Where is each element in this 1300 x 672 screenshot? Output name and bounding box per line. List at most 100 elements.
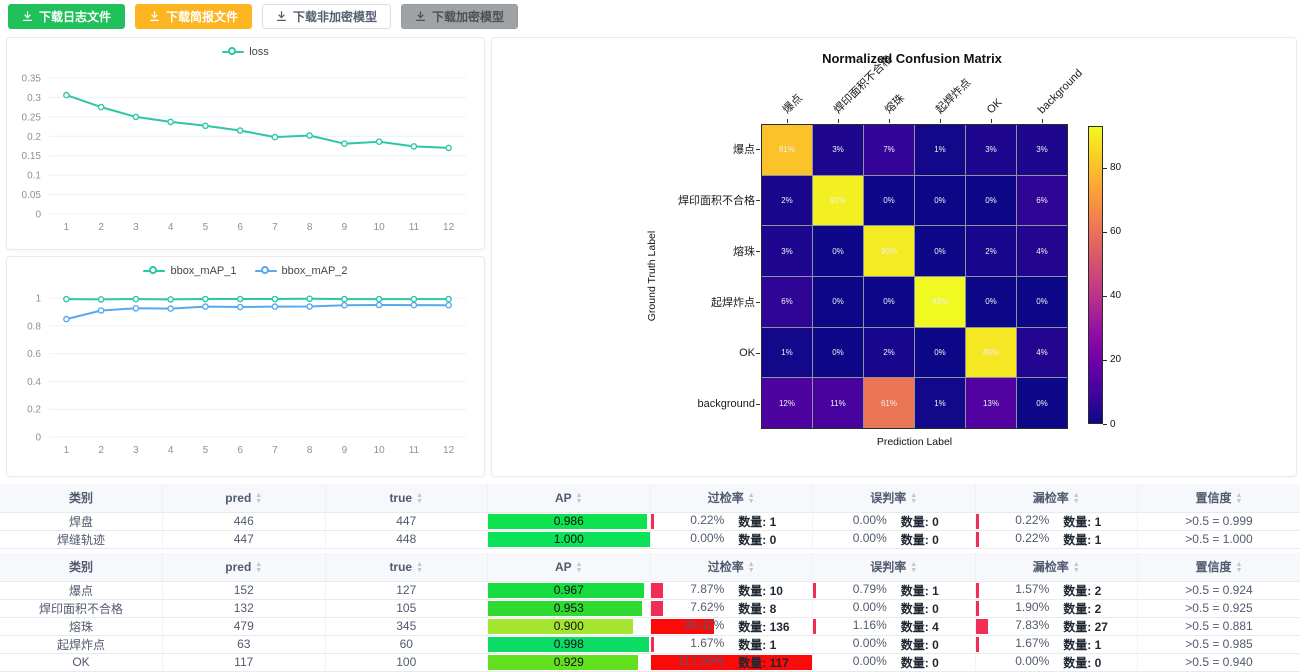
column-header-pred[interactable]: pred▲▼: [163, 484, 326, 512]
sort-carets-icon[interactable]: ▲▼: [576, 562, 583, 574]
sort-carets-icon[interactable]: ▲▼: [1236, 493, 1243, 505]
confidence-cell: >0.5 = 1.000: [1138, 530, 1300, 548]
toolbar: 下载日志文件 下载简报文件 下载非加密模型 下载加密模型: [8, 4, 518, 29]
true-cell: 127: [325, 581, 488, 599]
legend-item-bbox_mAP_1[interactable]: bbox_mAP_1: [143, 265, 236, 277]
download-report-button[interactable]: 下载简报文件: [135, 4, 252, 29]
over-detect-cell: 39.42% 数量: 136: [650, 617, 813, 635]
rate-count: 数量: 1: [738, 513, 812, 530]
rate-percent: 0.00%: [813, 531, 887, 548]
column-header-漏检率[interactable]: 漏检率▲▼: [975, 484, 1138, 512]
svg-text:0: 0: [35, 433, 41, 444]
sort-carets-icon[interactable]: ▲▼: [416, 493, 423, 505]
svg-text:8: 8: [307, 222, 313, 233]
download-encrypted-model-button[interactable]: 下载加密模型: [401, 4, 518, 29]
matrix-cell: 2%: [762, 176, 812, 226]
true-cell: 60: [325, 635, 488, 653]
svg-text:3: 3: [133, 445, 139, 456]
matrix-cell: 3%: [762, 226, 812, 276]
matrix-cell: 0%: [1017, 378, 1067, 428]
column-header-过检率[interactable]: 过检率▲▼: [650, 553, 813, 581]
rate-count: 数量: 1: [901, 582, 975, 599]
column-header-漏检率[interactable]: 漏检率▲▼: [975, 553, 1138, 581]
ap-value: 0.998: [554, 637, 584, 651]
svg-text:0: 0: [35, 210, 41, 221]
rate-count: 数量: 2: [1063, 582, 1137, 599]
matrix-cell: 0%: [915, 328, 965, 378]
svg-text:0.2: 0.2: [27, 405, 41, 416]
miss-detect-cell: 7.83% 数量: 27: [975, 617, 1138, 635]
svg-text:9: 9: [342, 222, 348, 233]
misjudge-cell: 0.00% 数量: 0: [813, 599, 976, 617]
sort-carets-icon[interactable]: ▲▼: [576, 493, 583, 505]
matrix-cell: 4%: [1017, 328, 1067, 378]
sort-carets-icon[interactable]: ▲▼: [910, 562, 917, 574]
rate-percent: 117.00%: [651, 654, 725, 671]
ap-cell: 0.900: [488, 617, 651, 635]
svg-text:0.4: 0.4: [27, 377, 41, 388]
ap-cell: 0.998: [488, 635, 651, 653]
rate-count: 数量: 8: [738, 600, 812, 617]
matrix-cell: 91%: [813, 176, 863, 226]
ap-cell: 1.000: [488, 530, 651, 548]
column-header-过检率[interactable]: 过检率▲▼: [650, 484, 813, 512]
svg-text:0.6: 0.6: [27, 349, 41, 360]
sort-carets-icon[interactable]: ▲▼: [1236, 562, 1243, 574]
sort-carets-icon[interactable]: ▲▼: [1073, 562, 1080, 574]
over-detect-cell: 7.87% 数量: 10: [650, 581, 813, 599]
category-cell: 爆点: [0, 581, 163, 599]
column-header-置信度[interactable]: 置信度▲▼: [1138, 553, 1300, 581]
sort-carets-icon[interactable]: ▲▼: [748, 493, 755, 505]
download-encrypted-model-label: 下载加密模型: [432, 8, 504, 25]
matrix-cell: 90%: [864, 226, 914, 276]
confidence-cell: >0.5 = 0.881: [1138, 617, 1300, 635]
sort-carets-icon[interactable]: ▲▼: [748, 562, 755, 574]
rate-count: 数量: 1: [1063, 531, 1137, 548]
column-header-误判率[interactable]: 误判率▲▼: [813, 553, 976, 581]
svg-text:0.15: 0.15: [22, 151, 42, 162]
column-header-pred[interactable]: pred▲▼: [163, 553, 326, 581]
matrix-cell: 0%: [813, 277, 863, 327]
sort-carets-icon[interactable]: ▲▼: [910, 493, 917, 505]
pred-cell: 479: [163, 617, 326, 635]
column-header-AP[interactable]: AP▲▼: [488, 484, 651, 512]
matrix-cell: 0%: [864, 277, 914, 327]
rate-percent: 0.00%: [813, 513, 887, 530]
download-icon: [22, 11, 33, 22]
column-header-true[interactable]: true▲▼: [325, 484, 488, 512]
legend-label: bbox_mAP_1: [170, 265, 236, 277]
pred-cell: 152: [163, 581, 326, 599]
svg-text:7: 7: [272, 445, 278, 456]
download-log-button[interactable]: 下载日志文件: [8, 4, 125, 29]
over-detect-cell: 0.00% 数量: 0: [650, 530, 813, 548]
matrix-row-label: 熔珠: [495, 243, 755, 259]
rate-percent: 0.22%: [651, 513, 725, 530]
colorbar-tick-label: 20: [1110, 354, 1121, 365]
column-header-误判率[interactable]: 误判率▲▼: [813, 484, 976, 512]
svg-text:4: 4: [168, 222, 174, 233]
svg-text:2: 2: [98, 222, 104, 233]
sort-carets-icon[interactable]: ▲▼: [1073, 493, 1080, 505]
download-icon: [149, 11, 160, 22]
column-header-true[interactable]: true▲▼: [325, 553, 488, 581]
column-header-置信度[interactable]: 置信度▲▼: [1138, 484, 1300, 512]
download-icon: [415, 11, 426, 22]
table-row: 焊印面积不合格 132 105 0.953 7.62% 数量: 8: [0, 599, 1300, 617]
map-chart-legend: bbox_mAP_1 bbox_mAP_2: [7, 265, 484, 277]
ap-value: 1.000: [554, 532, 584, 546]
legend-item-loss[interactable]: loss: [222, 46, 269, 58]
matrix-cell: 3%: [1017, 125, 1067, 175]
column-header-AP[interactable]: AP▲▼: [488, 553, 651, 581]
download-plain-model-button[interactable]: 下载非加密模型: [262, 4, 391, 29]
sort-carets-icon[interactable]: ▲▼: [255, 493, 262, 505]
rate-count: 数量: 136: [738, 618, 812, 635]
category-cell: 焊缝轨迹: [0, 530, 163, 548]
sort-carets-icon[interactable]: ▲▼: [255, 562, 262, 574]
legend-item-bbox_mAP_2[interactable]: bbox_mAP_2: [255, 265, 348, 277]
confidence-cell: >0.5 = 0.925: [1138, 599, 1300, 617]
sort-carets-icon[interactable]: ▲▼: [416, 562, 423, 574]
matrix-column-label: 起焊炸点: [933, 76, 974, 117]
